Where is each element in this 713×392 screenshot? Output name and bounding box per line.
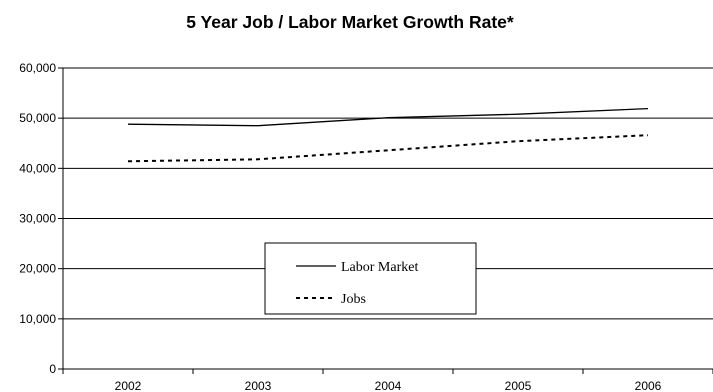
chart-title: 5 Year Job / Labor Market Growth Rate* [186, 12, 514, 32]
legend-label-jobs: Jobs [341, 292, 366, 307]
y-tick-label: 40,000 [19, 161, 56, 175]
y-tick-label: 30,000 [19, 212, 56, 226]
y-axis: 0 10,000 20,000 30,000 40,000 50,000 60,000 [19, 61, 64, 376]
legend-label-labor-market: Labor Market [341, 260, 418, 275]
series-lines [127, 107, 649, 163]
y-tick-label: 60,000 [19, 61, 56, 75]
legend-box [264, 242, 477, 315]
x-tick-label: 2006 [635, 379, 662, 392]
x-tick-label: 2005 [505, 379, 532, 392]
series-line-labor-market [127, 107, 649, 127]
series-line-jobs [127, 134, 649, 163]
x-tick-label: 2003 [245, 379, 272, 392]
y-tick-label: 50,000 [19, 111, 56, 125]
x-axis: 2002 2003 2004 2005 2006 [62, 368, 713, 392]
y-tick-label: 20,000 [19, 262, 56, 276]
y-tick-label: 0 [49, 362, 56, 376]
legend: Labor Market Jobs [264, 242, 477, 315]
x-tick-label: 2004 [375, 379, 402, 392]
y-tick-label: 10,000 [19, 312, 56, 326]
x-tick-label: 2002 [115, 379, 142, 392]
